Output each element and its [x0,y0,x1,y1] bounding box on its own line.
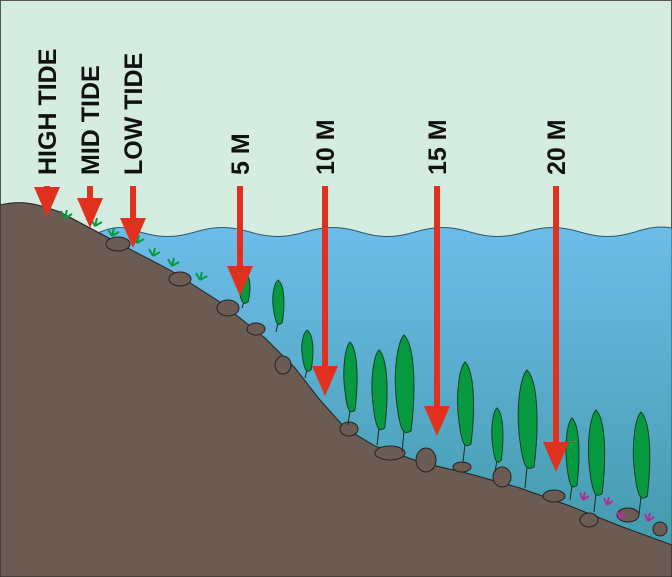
arrow-down-icon [77,186,103,228]
kelp-plant [394,334,415,453]
kelp-plant [517,369,538,489]
rock [652,521,668,537]
arrow-down-icon [34,186,60,217]
rock [246,322,266,336]
rock [579,512,599,528]
kelp-plant [301,329,314,379]
purple-weed [616,510,627,520]
arrow-down-icon [312,186,338,396]
seaweed-tuft [60,209,73,219]
kelp-plant [272,279,285,333]
kelp-plant [632,411,651,516]
arrow-down-icon [424,186,450,436]
seaweed-tuft [107,227,120,237]
rock [415,447,437,473]
label-high-tide: HIGH TIDE [34,49,62,175]
kelp-plant [587,409,606,513]
rock [374,445,406,461]
rock [339,421,359,437]
arrow-down-icon [227,186,253,296]
purple-weed [579,491,590,501]
kelp-plant [343,341,358,426]
kelp-plant [565,417,580,501]
rock [492,466,512,488]
seaweed-tuft [195,271,208,281]
label-low-tide: LOW TIDE [120,53,148,175]
arrow-down-icon [543,186,569,472]
arrow-down-icon [120,186,146,248]
kelp-plants [60,209,655,522]
label-depth-10: 10 M [312,119,340,175]
rock [216,299,240,317]
label-depth-15: 15 M [424,119,452,175]
purple-weed [603,496,614,506]
seaweed-tuft [167,257,180,267]
kelp-plant [371,349,388,446]
kelp-plant [457,361,474,463]
purple-weed [644,512,655,522]
rock [452,461,472,473]
kelp-plant [491,407,504,473]
rock [105,236,131,252]
label-depth-5: 5 M [227,133,255,175]
rock [168,271,192,287]
label-mid-tide: MID TIDE [77,65,105,175]
rock [274,355,292,375]
label-depth-20: 20 M [543,119,571,175]
depth-arrows [34,186,569,472]
rocks [105,236,668,537]
rock [542,489,566,503]
seaweed-tuft [148,247,161,257]
